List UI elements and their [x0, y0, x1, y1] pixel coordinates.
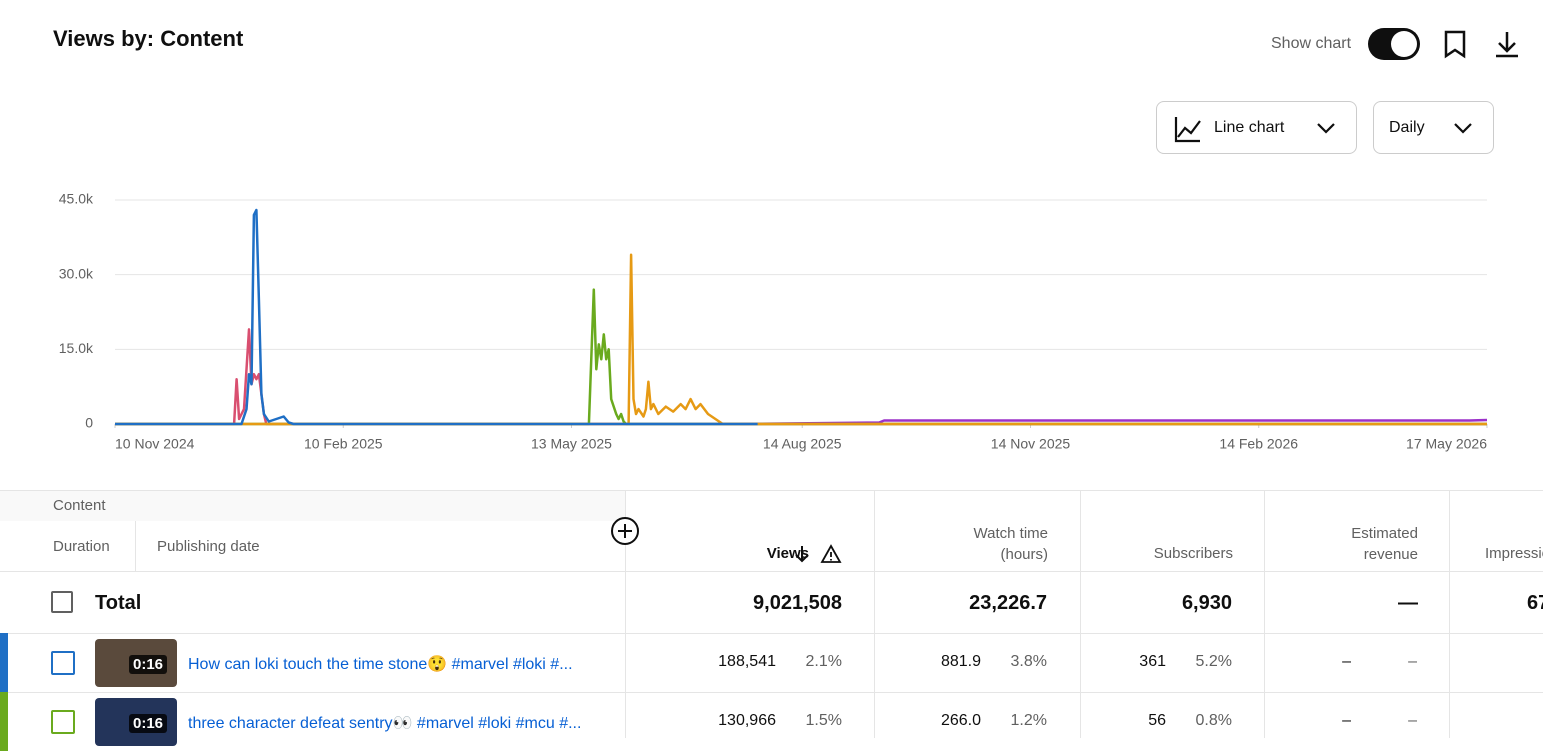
toggle[interactable]	[1368, 28, 1420, 60]
series-line	[115, 288, 1487, 426]
watch-pct: 3.8%	[1010, 653, 1047, 670]
y-tick-label: 45.0k	[59, 191, 94, 207]
x-tick-label: 13 May 2025	[531, 436, 612, 452]
total-revenue: —	[1398, 592, 1418, 614]
row-color	[0, 692, 8, 751]
checkbox[interactable]	[51, 651, 75, 675]
revenue: –	[1342, 653, 1351, 670]
subs-pct: 5.2%	[1195, 653, 1232, 670]
watch-time: 881.9	[940, 653, 981, 670]
x-tick-label: 14 Aug 2025	[763, 436, 842, 452]
duration: 0:16	[129, 714, 168, 733]
series-line	[115, 253, 1487, 426]
x-tick-label: 10 Feb 2025	[304, 436, 383, 452]
revenue-pct: –	[1408, 712, 1417, 729]
interval: Daily	[1389, 119, 1425, 136]
revenue-pct: –	[1408, 653, 1417, 670]
column-header[interactable]: Estimated revenue	[1351, 525, 1418, 563]
series-line	[115, 328, 1487, 426]
chart-type-button[interactable]: Line chart	[1156, 101, 1357, 154]
subscribers: 361	[1139, 653, 1166, 670]
x-tick-label: 17 May 2026	[1406, 436, 1487, 452]
chart: 0 15.0k 30.0k 45.0k 10 Nov 2024 10 Feb 2025 13…	[59, 191, 1488, 452]
y-tick-label: 15.0k	[59, 340, 94, 356]
download-icon[interactable]	[1493, 29, 1523, 61]
total-impressions: 67	[1527, 592, 1543, 614]
add-column[interactable]	[610, 516, 640, 546]
interval-button[interactable]: Daily	[1373, 101, 1494, 154]
x-tick-label: 10 Nov 2024	[115, 436, 195, 452]
views-pct: 2.1%	[805, 653, 842, 670]
total-views: 9,021,508	[753, 592, 842, 614]
checkbox[interactable]	[51, 591, 73, 613]
video-title[interactable]: How can loki touch the time stone😲 #marv…	[188, 656, 573, 673]
row-color	[0, 633, 8, 692]
watch-pct: 1.2%	[1010, 712, 1047, 729]
total-label: Total	[95, 592, 142, 614]
revenue: –	[1342, 712, 1351, 729]
total-subscribers: 6,930	[1181, 592, 1232, 614]
title: Views by: Content	[53, 26, 244, 51]
views: 130,966	[718, 712, 776, 729]
series-line	[115, 208, 758, 426]
views: 188,541	[718, 653, 776, 670]
checkbox[interactable]	[51, 710, 75, 734]
show-chart-label: Show chart	[1271, 35, 1352, 52]
total-watch-time: 23,226.7	[969, 592, 1047, 614]
subs-pct: 0.8%	[1195, 712, 1232, 729]
y-tick-label: 30.0k	[59, 265, 94, 281]
views-pct: 1.5%	[805, 712, 842, 729]
column-header[interactable]: Watch time (hours)	[973, 525, 1048, 563]
x-tick-label: 14 Feb 2026	[1219, 436, 1298, 452]
x-tick-label: 14 Nov 2025	[991, 436, 1071, 452]
y-tick-label: 0	[85, 415, 93, 431]
duration: 0:16	[129, 655, 168, 674]
subscribers: 56	[1148, 712, 1166, 729]
watch-time: 266.0	[940, 712, 981, 729]
column-header[interactable]: Publishing date	[157, 538, 260, 555]
bookmark-icon[interactable]	[1441, 29, 1471, 59]
video-title[interactable]: three character defeat sentry👀 #marvel #…	[188, 715, 582, 732]
column-header[interactable]: Impressions	[1485, 545, 1543, 562]
chart-type: Line chart	[1214, 119, 1285, 136]
column-header[interactable]: Subscribers	[1153, 545, 1233, 562]
column-header[interactable]: Duration	[53, 538, 110, 555]
column-header: Content	[53, 497, 106, 514]
